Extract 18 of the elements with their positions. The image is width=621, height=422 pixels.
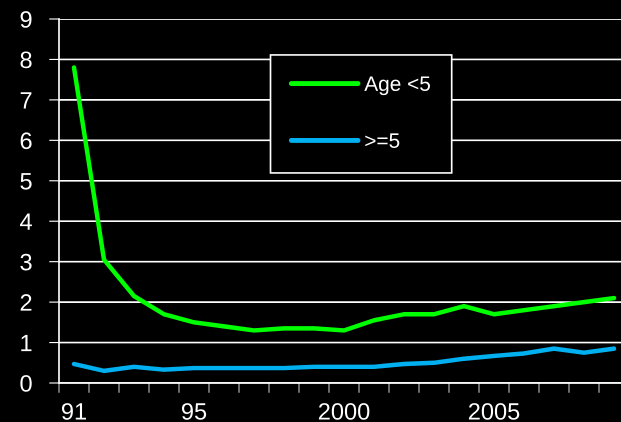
y-tick-label: 1 — [21, 334, 32, 352]
y-tick-label: 5 — [20, 173, 32, 190]
x-tick-label: 95 — [182, 403, 206, 420]
y-tick-label: 8 — [20, 52, 32, 68]
y-tick-label: 7 — [20, 92, 32, 108]
line-series — [72, 346, 616, 374]
legend-label: >=5 — [365, 133, 400, 148]
y-tick-label: 2 — [20, 294, 32, 311]
legend-label: Age <5 — [364, 76, 430, 96]
x-tick-label: 91 — [62, 403, 86, 420]
y-tick-label: 6 — [20, 132, 32, 150]
y-tick-label: 9 — [20, 11, 32, 28]
x-tick-label: 2005 — [468, 403, 520, 420]
y-tick-label: 3 — [20, 254, 32, 270]
y-tick-label: 4 — [20, 214, 32, 230]
y-tick-label: 0 — [20, 375, 32, 392]
x-tick-label: 2000 — [318, 403, 370, 420]
line-series — [72, 65, 616, 333]
